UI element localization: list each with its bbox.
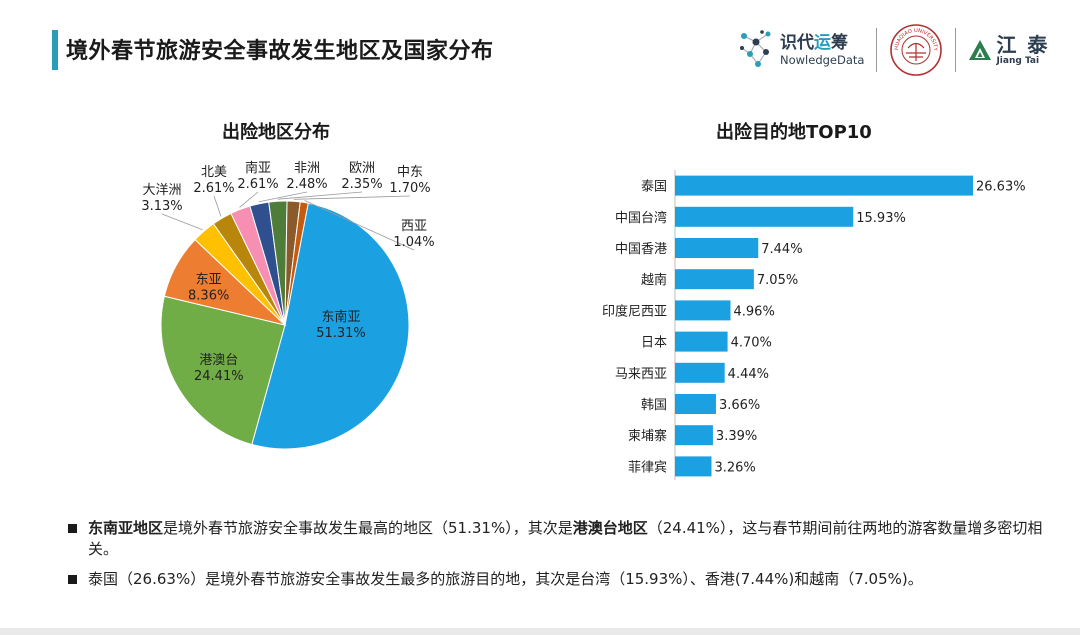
bar (675, 394, 716, 414)
pie-slice-value: 2.35% (341, 177, 382, 192)
pie-leader-line (277, 191, 363, 200)
knowledgedata-network-icon (740, 30, 771, 67)
pie-slice-value: 2.61% (237, 177, 278, 192)
jiangtai-logo-cn: 江 泰 (996, 32, 1050, 57)
bar-value-label: 15.93% (856, 211, 906, 226)
pie-slice-label: 港澳台 (199, 352, 238, 368)
pie-leader-line (258, 191, 308, 203)
pie-slice-value: 2.61% (193, 181, 234, 196)
bar (675, 269, 754, 290)
note-item: 泰国（26.63%）是境外春节旅游安全事故发生最多的旅游目的地，其次是台湾（15… (66, 569, 1071, 590)
pie-slice-value: 8.36% (188, 289, 229, 304)
pie-leader-line (293, 195, 411, 200)
bar (675, 331, 728, 352)
bar-value-label: 7.05% (757, 273, 798, 288)
bar-category-label: 中国香港 (615, 242, 667, 257)
pie-slice-label: 非洲 (294, 161, 320, 176)
page-title: 境外春节旅游安全事故发生地区及国家分布 (66, 39, 494, 64)
pie-slice-label: 东亚 (196, 273, 222, 288)
pie-slice-label: 中东 (397, 165, 423, 180)
pie-slice-label: 欧洲 (349, 161, 375, 176)
bar-value-label: 4.44% (728, 367, 769, 382)
title-accent-bar (52, 30, 58, 70)
pie-slice-value: 3.13% (141, 199, 182, 214)
bar-value-label: 3.39% (716, 429, 757, 444)
destination-bar-chart: 泰国 26.63% 中国台湾 15.93% 中国香港 7.44% 越南 7.05% 印度尼西亚 4… (602, 170, 1026, 480)
pie-leader-line (239, 191, 259, 208)
region-pie-chart: 东南亚51.31%港澳台24.41%东亚8.36%大洋洲3.13%北美2.61%… (141, 160, 435, 450)
pie-leader-line (213, 195, 222, 217)
bar-category-label: 中国台湾 (615, 210, 667, 226)
university-seal-icon: HUAQIAO UNIVERSITY (890, 24, 943, 76)
logo-group: 识代运筹 NowledgeData HUAQIAO UNIVERSITY 江 泰… (738, 22, 1049, 78)
logo-divider-2 (955, 28, 957, 72)
bar-value-label: 3.26% (714, 460, 755, 475)
pie-leader-line (304, 200, 415, 251)
bar-category-label: 菲律宾 (628, 459, 667, 475)
notes-section: 东南亚地区是境外春节旅游安全事故发生最高的地区（51.31%），其次是港澳台地区… (66, 518, 1071, 599)
bar (675, 300, 731, 321)
bar (675, 425, 713, 446)
pie-chart-title: 出险地区分布 (222, 122, 330, 143)
pie-slice-value: 1.70% (389, 181, 430, 196)
bar-value-label: 4.70% (731, 336, 772, 351)
bar-value-label: 3.66% (719, 398, 760, 413)
bar (675, 175, 973, 196)
knowledgedata-logo-cn: 识代运筹 (780, 32, 848, 53)
pie-slice-value: 2.48% (286, 177, 327, 192)
pie-slice-label: 南亚 (245, 160, 271, 176)
pie-slice (160, 295, 286, 446)
bar-category-label: 印度尼西亚 (602, 303, 667, 319)
pie-slice-value: 51.31% (316, 326, 366, 341)
bullet-square-icon (68, 575, 77, 584)
knowledgedata-logo: 识代运筹 NowledgeData (738, 28, 864, 72)
jiangtai-logo: 江 泰 Jiang Tai (968, 34, 1049, 67)
bottom-strip (0, 628, 1080, 635)
pie-slice-label: 东南亚 (321, 309, 360, 325)
pie-slice-value: 1.04% (393, 235, 434, 250)
jiangtai-logo-en: Jiang Tai (996, 55, 1040, 66)
pie-slice (284, 201, 309, 326)
bar-chart-title: 出险目的地TOP10 (716, 122, 872, 143)
bar-category-label: 马来西亚 (615, 367, 667, 382)
bar-category-label: 韩国 (641, 398, 667, 413)
bar (675, 456, 712, 477)
bar-category-label: 日本 (641, 336, 667, 351)
bar (675, 206, 854, 227)
note-item: 东南亚地区是境外春节旅游安全事故发生最高的地区（51.31%），其次是港澳台地区… (66, 518, 1071, 560)
jiangtai-mountain-icon (969, 40, 992, 60)
pie-slice-label: 大洋洲 (142, 183, 181, 198)
bar-value-label: 7.44% (761, 242, 802, 257)
knowledgedata-logo-en: NowledgeData (780, 52, 865, 67)
pie-leader-line (161, 213, 203, 231)
bar-value-label: 4.96% (734, 304, 775, 319)
bar-category-label: 泰国 (641, 180, 667, 195)
bar (675, 362, 725, 383)
bar-value-label: 26.63% (976, 180, 1026, 195)
pie-slice-label: 西亚 (401, 219, 427, 234)
pie-slice-label: 北美 (201, 165, 227, 180)
bar-category-label: 越南 (641, 272, 667, 288)
logo-divider (876, 28, 878, 72)
pie-slice-value: 24.41% (194, 369, 244, 384)
bar (675, 238, 759, 258)
bar-category-label: 柬埔寨 (628, 428, 667, 444)
bullet-square-icon (68, 524, 77, 533)
